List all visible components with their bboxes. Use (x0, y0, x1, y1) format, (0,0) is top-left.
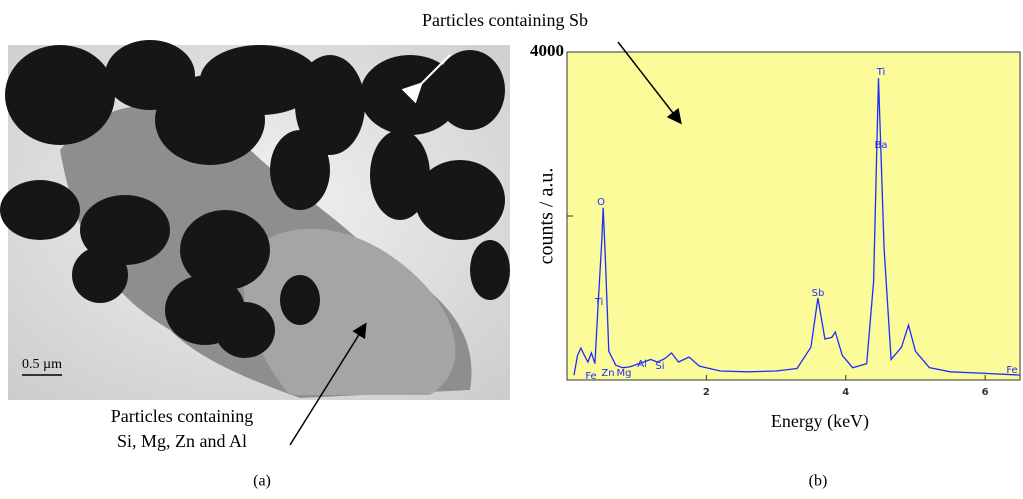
peak-label: Ti (876, 67, 886, 78)
annotation: Particles containing (111, 406, 253, 426)
x-axis-label: Energy (keV) (771, 411, 869, 432)
x-tick-label: 4 (842, 387, 849, 398)
y-axis-label: counts / a.u. (536, 168, 558, 265)
scale-bar-label: 0.5 µm (22, 357, 62, 372)
y-tick-label: 4000 (530, 41, 564, 60)
peak-label: Zn (601, 368, 614, 379)
annotation: Si, Mg, Zn and Al (117, 431, 247, 451)
peak-label: Ti (594, 297, 604, 308)
x-tick-label: 2 (703, 387, 710, 398)
peak-label: O (597, 197, 605, 208)
peak-label: Ba (875, 140, 888, 151)
peak-label: Mg (617, 368, 632, 379)
page: {"image_panel": {"scale_bar": "0.5 µm", … (0, 0, 1023, 499)
x-tick-label: 6 (982, 387, 989, 398)
annotation: Particles containing Sb (422, 10, 588, 30)
panel-label: (a) (253, 473, 271, 490)
peak-label: Fe (585, 371, 596, 382)
peak-label: Sb (812, 288, 825, 299)
tem-image (0, 40, 510, 400)
plot-area (567, 52, 1020, 380)
figure: 0.5 µm Particles containing Si, Mg, Zn a… (0, 0, 1023, 494)
peak-label: Si (655, 361, 664, 372)
panel-label: (b) (809, 473, 828, 490)
peak-label: Fe (1006, 365, 1017, 376)
peak-label: Al (637, 359, 647, 370)
